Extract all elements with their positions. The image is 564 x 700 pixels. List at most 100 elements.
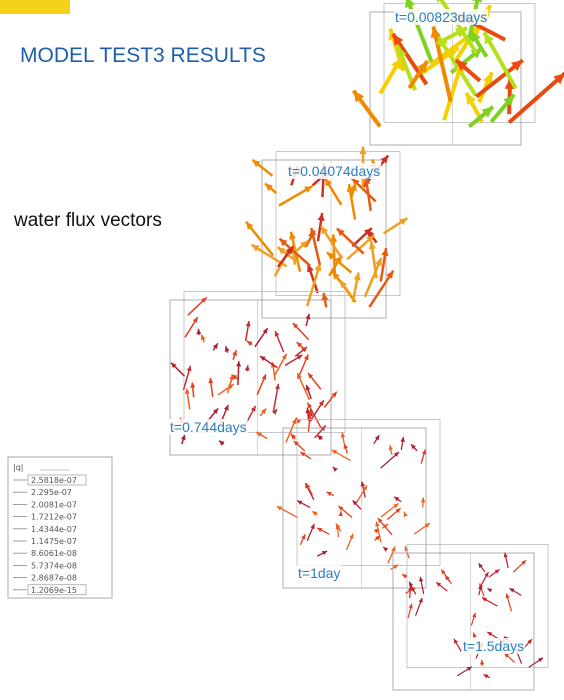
time-label-bg	[462, 638, 526, 654]
flux-arrow-head	[392, 33, 404, 46]
legend-label: 2.5818e-07	[31, 476, 77, 485]
flux-arrow-head	[265, 183, 274, 192]
vector-panel: t=0.744days	[169, 291, 346, 456]
flux-arrow-head	[305, 384, 311, 391]
legend: |q| 2.5818e-07 2.295e-07 2.0081e-07 1.7212e-…	[7, 456, 113, 599]
flux-arrow-head	[436, 582, 442, 587]
flux-arrow-head	[509, 588, 515, 593]
flux-arrow-head	[504, 653, 510, 658]
flux-arrow-head	[391, 546, 396, 552]
flux-arrow-head	[208, 377, 214, 384]
flux-arrow-head	[232, 350, 237, 356]
flux-arrow-head	[349, 183, 357, 192]
flux-arrow-head	[303, 354, 309, 361]
flux-arrow-head	[293, 440, 299, 446]
flux-arrow-head	[393, 503, 399, 509]
flux-arrow-head	[484, 32, 495, 45]
time-label: t=1.5days	[463, 638, 524, 654]
flux-arrow-head	[184, 388, 190, 395]
flux-arrow-head	[409, 581, 414, 587]
slide-subtitle: water flux vectors	[13, 210, 162, 231]
flux-arrow-head	[405, 0, 415, 9]
flux-arrow-head	[402, 574, 408, 579]
flux-arrow-head	[553, 73, 564, 85]
flux-arrow-head	[381, 248, 389, 257]
flux-arrow-head	[285, 246, 294, 255]
flux-arrow-head	[307, 402, 313, 409]
flux-arrow-head	[331, 391, 337, 398]
vector-panel: t=0.00823days	[351, 0, 564, 146]
panel-box-back	[383, 3, 536, 123]
flux-arrow-head	[351, 178, 360, 187]
flux-arrow-head	[326, 252, 335, 260]
flux-arrow-head	[317, 435, 323, 441]
flux-arrow-head	[309, 228, 317, 237]
flux-arrow-head	[236, 361, 242, 367]
flux-arrow-head	[374, 435, 380, 441]
legend-label: 1.1475e-07	[31, 537, 77, 546]
legend-box	[7, 456, 113, 599]
panel-box-front	[392, 552, 535, 691]
flux-arrow	[405, 0, 434, 64]
flux-arrow-head	[511, 60, 523, 71]
time-label-bg	[287, 163, 382, 179]
flux-arrow-head	[297, 373, 302, 379]
legend-label: 2.295e-07	[31, 488, 72, 497]
legend-label: 1.2069e-15	[31, 586, 77, 595]
flux-arrow-head	[487, 588, 493, 593]
flux-arrow-head	[360, 481, 366, 487]
flux-arrow-head	[301, 534, 306, 540]
flux-arrow-head	[472, 632, 477, 638]
flux-arrow-head	[306, 264, 314, 273]
flux-arrow-head	[436, 0, 442, 3]
flux-arrow-head	[386, 270, 394, 279]
flux-arrow-head	[170, 362, 177, 369]
flux-arrow-head	[321, 292, 329, 301]
flux-arrow-head	[503, 552, 508, 558]
flux-arrow-head	[408, 603, 413, 609]
flux-arrow-head	[349, 533, 354, 539]
flux-arrow-head	[274, 330, 280, 337]
flux-arrow-head	[289, 231, 297, 240]
flux-arrow-head	[471, 612, 477, 618]
flux-arrow-head	[471, 0, 483, 3]
flux-arrow-head	[380, 155, 389, 164]
flux-arrow-head	[466, 666, 472, 671]
flux-arrow-head	[399, 218, 408, 226]
flux-arrow-head	[521, 560, 527, 565]
flux-arrow-head	[291, 418, 297, 425]
flux-arrow-head	[363, 228, 372, 236]
flux-arrow-head	[186, 365, 192, 372]
panel-box-back	[296, 419, 441, 567]
flux-arrow-head	[420, 497, 426, 503]
flux-arrow-head	[192, 317, 198, 323]
flux-arrow-head	[503, 94, 515, 107]
time-label-bg	[394, 9, 489, 25]
flux-arrow-head	[325, 178, 332, 187]
flux-arrow-head	[312, 511, 318, 516]
flux-arrow-head	[281, 353, 287, 360]
flux-arrow-head	[296, 354, 303, 360]
flux-arrow-head	[391, 57, 402, 70]
legend-label: 8.6061e-08	[31, 549, 77, 558]
legend-label-frame	[27, 584, 87, 596]
flux-arrow-head	[180, 434, 186, 441]
flux-arrow-head	[418, 597, 423, 603]
flux-arrow-head	[441, 569, 446, 575]
flux-arrow-head	[332, 271, 340, 280]
flux-arrow-head	[274, 383, 280, 390]
legend-label: 2.0081e-07	[31, 500, 77, 509]
flux-arrow-head	[487, 631, 493, 637]
vector-panel: t=0.04074days	[245, 146, 409, 319]
time-label: t=0.744days	[170, 419, 247, 435]
flux-arrow-head	[245, 321, 251, 327]
flux-arrow-head	[482, 72, 493, 85]
flux-arrow-head	[375, 258, 382, 267]
time-label-bg	[297, 565, 342, 581]
flux-arrow-head	[470, 30, 481, 43]
panel-box-front	[282, 427, 427, 589]
flux-arrow-head	[352, 500, 358, 506]
flux-arrow-head	[271, 409, 278, 415]
flux-arrow-head	[321, 226, 329, 235]
flux-arrow-head	[484, 571, 489, 577]
